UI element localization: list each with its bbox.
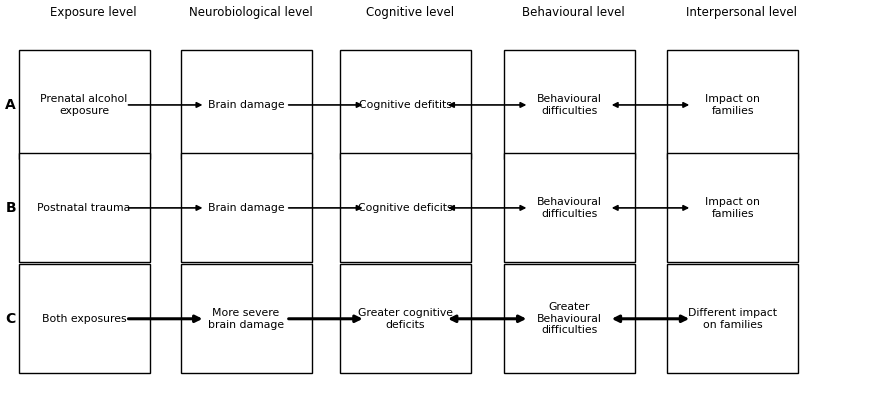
Text: Greater cognitive
deficits: Greater cognitive deficits (358, 308, 453, 329)
Bar (667, 50, 798, 160)
Bar (340, 153, 471, 263)
Text: Cognitive level: Cognitive level (366, 6, 454, 19)
Text: A: A (5, 98, 16, 112)
Text: C: C (5, 312, 16, 326)
Text: Impact on
families: Impact on families (705, 197, 760, 219)
Text: Cognitive defitits: Cognitive defitits (359, 100, 451, 110)
Bar (19, 50, 150, 160)
Text: Behavioural
difficulties: Behavioural difficulties (536, 94, 602, 116)
Text: Cognitive deficits: Cognitive deficits (358, 203, 452, 213)
Bar (504, 50, 635, 160)
Bar (340, 265, 471, 373)
Text: Exposure level: Exposure level (50, 6, 136, 19)
Text: Interpersonal level: Interpersonal level (686, 6, 797, 19)
Text: Brain damage: Brain damage (208, 203, 284, 213)
Text: Greater
Behavioural
difficulties: Greater Behavioural difficulties (536, 302, 602, 335)
Bar (181, 153, 312, 263)
Bar (667, 153, 798, 263)
Bar (667, 265, 798, 373)
Bar (19, 265, 150, 373)
Text: Behavioural
difficulties: Behavioural difficulties (536, 197, 602, 219)
Text: Brain damage: Brain damage (208, 100, 284, 110)
Text: Neurobiological level: Neurobiological level (189, 6, 312, 19)
Bar (19, 153, 150, 263)
Bar (340, 50, 471, 160)
Text: Postnatal trauma: Postnatal trauma (37, 203, 131, 213)
Text: Behavioural level: Behavioural level (522, 6, 625, 19)
Bar (181, 265, 312, 373)
Bar (181, 50, 312, 160)
Text: B: B (5, 201, 16, 215)
Text: More severe
brain damage: More severe brain damage (208, 308, 284, 329)
Text: Impact on
families: Impact on families (705, 94, 760, 116)
Text: Different impact
on families: Different impact on families (689, 308, 777, 329)
Bar (504, 265, 635, 373)
Text: Both exposures: Both exposures (42, 314, 127, 324)
Bar (504, 153, 635, 263)
Text: Prenatal alcohol
exposure: Prenatal alcohol exposure (41, 94, 127, 116)
